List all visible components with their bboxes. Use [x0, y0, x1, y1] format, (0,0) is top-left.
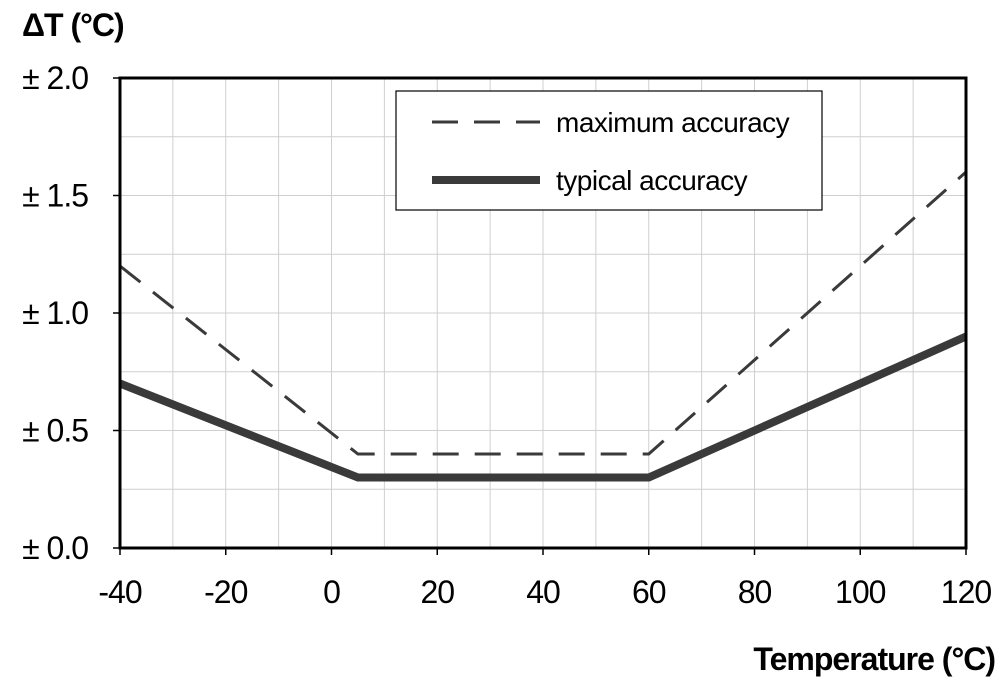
legend-box	[395, 90, 823, 211]
legend-label-typical-accuracy: typical accuracy	[556, 165, 748, 196]
x-tick-label: 0	[323, 574, 340, 610]
x-tick-label: 40	[526, 574, 560, 610]
y-tick-label: ± 0.5	[22, 413, 88, 449]
x-axis-title: Temperature (°C)	[753, 641, 995, 677]
x-tick-label: -20	[204, 574, 247, 610]
y-axis-title: ΔT (°C)	[22, 7, 124, 43]
x-tick-labels: -40 -20 0 20 40 60 80 100 120	[98, 548, 992, 610]
x-tick-label: 60	[632, 574, 666, 610]
series-line-maximum-accuracy	[119, 170, 967, 456]
series-lines	[118, 170, 968, 482]
y-tick-label: ± 1.5	[22, 178, 88, 214]
x-tick-label: 100	[835, 574, 886, 610]
legend-label-maximum-accuracy: maximum accuracy	[556, 107, 790, 138]
x-tick-label: 20	[420, 574, 454, 610]
x-tick-label: 120	[941, 574, 992, 610]
legend: maximum accuracy typical accuracy	[395, 90, 823, 211]
series-line-typical-accuracy	[118, 332, 968, 482]
x-tick-label: 80	[738, 574, 772, 610]
y-tick-labels: ± 0.0 ± 0.5 ± 1.0 ± 1.5 ± 2.0	[22, 60, 120, 566]
y-tick-label: ± 1.0	[22, 295, 88, 331]
x-tick-label: -40	[98, 574, 141, 610]
y-tick-label: ± 2.0	[22, 60, 88, 96]
y-tick-label: ± 0.0	[22, 530, 88, 566]
